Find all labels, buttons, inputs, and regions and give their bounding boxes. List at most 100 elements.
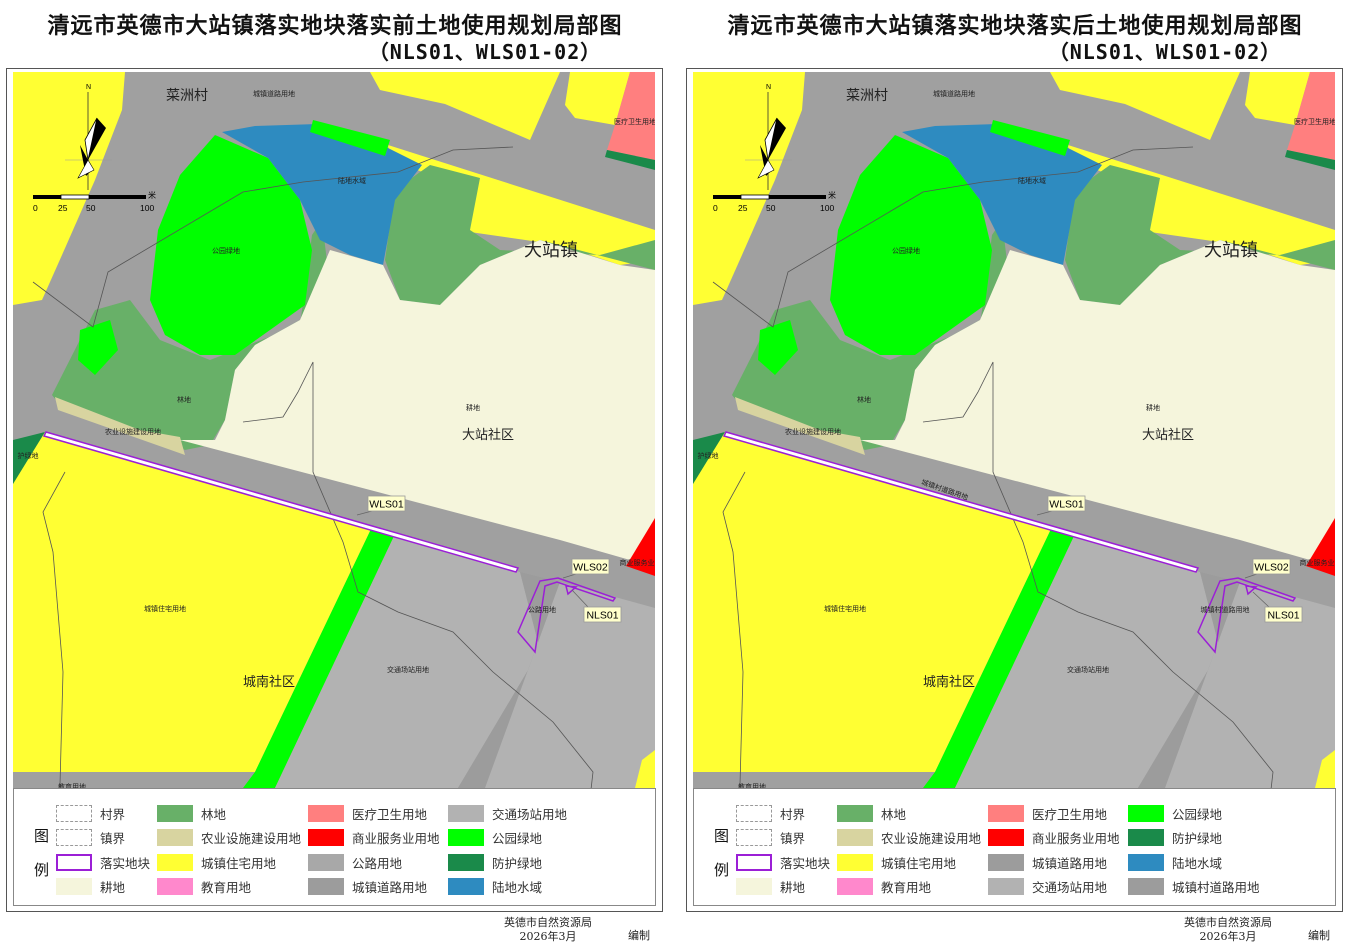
map-label: 医疗卫生用地 [614, 117, 655, 126]
legend-label: 镇界 [780, 831, 806, 846]
legend-label: 医疗卫生用地 [1032, 806, 1108, 822]
legend-swatch [308, 829, 344, 846]
legend-swatch [448, 853, 484, 871]
water-parcel [222, 124, 422, 265]
commercial-parcel [626, 518, 655, 576]
plot-wls02[interactable] [517, 577, 617, 654]
legend-label: 城镇村道路用地 [1172, 880, 1260, 895]
park-strip [923, 527, 1075, 788]
legend-item: 商业服务业用地 [988, 829, 1120, 847]
legend-label: 教育用地 [201, 880, 252, 895]
legend-swatch [308, 804, 344, 822]
village-boundary [32, 146, 514, 328]
legend-swatch [56, 829, 92, 846]
legend-swatch [448, 829, 484, 846]
callout-label: NLS01 [586, 610, 618, 622]
residential-parcel [693, 432, 1052, 772]
map-label: 公园绿地 [212, 246, 240, 255]
scale-unit: 米 [148, 190, 156, 200]
legend-title-char: 例 [34, 861, 50, 879]
footer-date: 2026年3月 [519, 930, 577, 943]
legend-item: 镇界 [736, 829, 805, 847]
transport-station-parcel [955, 534, 1220, 788]
residential-parcel [1050, 72, 1240, 140]
callout-wls02[interactable]: WLS02 [562, 558, 610, 579]
legend-item: 防护绿地 [1128, 829, 1222, 847]
scale-tick: 25 [58, 203, 68, 213]
map-label: 大站社区 [462, 427, 514, 443]
park-parcel [150, 135, 312, 355]
park-parcel [310, 120, 390, 156]
map-label: 陆地水域 [338, 176, 366, 185]
legend-label: 村界 [780, 806, 806, 822]
legend-label: 耕地 [100, 880, 126, 895]
scale-tick: 100 [140, 203, 154, 213]
callout-label: WLS01 [1049, 499, 1084, 511]
water-parcel [902, 124, 1102, 265]
footer-org-date: 英德市自然资源局 2026年3月 [1178, 916, 1278, 944]
legend-item: 林地 [837, 804, 906, 822]
plot-nls01[interactable] [1245, 585, 1258, 596]
legend-item: 镇界 [56, 829, 125, 847]
legend-item: 村界 [736, 804, 805, 822]
road-strip [1138, 572, 1240, 788]
callout-label: NLS01 [1267, 610, 1299, 622]
footer-org: 英德市自然资源局 [1184, 916, 1272, 929]
map-label: 菜洲村 [166, 88, 208, 104]
legend-label: 城镇道路用地 [352, 880, 428, 895]
map-label: 城镇道路用地 [253, 89, 295, 98]
transport-station-parcel [485, 582, 655, 788]
town-boundary [242, 361, 594, 788]
footer-org-date: 英德市自然资源局 2026年3月 [498, 916, 598, 944]
plot-wls01[interactable] [42, 431, 520, 573]
map-label: 教育用地 [738, 782, 766, 788]
residential-parcel [13, 432, 372, 772]
map-label: 农业设施建设用地 [105, 427, 161, 436]
legend-item: 落实地块 [736, 853, 830, 871]
legend-label: 防护绿地 [492, 855, 543, 871]
legend-label: 交通场站用地 [1032, 880, 1108, 895]
residential-parcel [565, 72, 630, 125]
callout-wls02[interactable]: WLS02 [1244, 558, 1291, 579]
legend-label: 城镇住宅用地 [881, 855, 957, 871]
legend-label: 公园绿地 [1172, 806, 1223, 822]
legend-item: 陆地水域 [448, 878, 542, 896]
legend-swatch [837, 853, 873, 871]
map-label: 城镇住宅用地 [824, 604, 866, 613]
legend-item: 城镇道路用地 [988, 853, 1107, 871]
callout-wls01[interactable]: WLS01 [356, 495, 406, 516]
legend-item: 耕地 [56, 878, 125, 896]
scale-tick: 0 [33, 203, 38, 213]
map-title: 清远市英德市大站镇落实地块落实后土地使用规划局部图 [727, 14, 1303, 39]
callout-nls01[interactable]: NLS01 [571, 589, 622, 623]
road-strip [458, 572, 560, 788]
forest-parcel [385, 165, 655, 305]
forest-parcel [1065, 165, 1335, 305]
legend-label: 商业服务业用地 [352, 831, 440, 846]
legend-item: 林地 [157, 804, 226, 822]
map-panel-before: 清远市英德市大站镇落实地块落实前土地使用规划局部图 （NLS01、WLS01-0… [0, 0, 670, 947]
legend-label: 交通场站用地 [492, 806, 568, 822]
plot-wls02[interactable] [1197, 577, 1297, 654]
legend-swatch [448, 804, 484, 822]
map-subtitle: （NLS01、WLS01-02） [368, 40, 602, 64]
legend-item: 耕地 [736, 878, 805, 896]
legend-item: 城镇道路用地 [308, 878, 427, 896]
legend-label: 城镇道路用地 [1032, 855, 1108, 871]
legend-item: 公园绿地 [1128, 804, 1222, 822]
callout-wls01[interactable]: WLS01 [1036, 495, 1086, 516]
callout-nls01[interactable]: NLS01 [1252, 591, 1303, 623]
park-parcel [990, 120, 1070, 156]
legend: 图例 村界 镇界 落实地块 耕地 林地 农业设施建设用地 城镇住宅用地 教育用地 医疗卫生用地 商业… [693, 788, 1336, 906]
footer-compiled: 编制 [628, 929, 650, 942]
commercial-parcel [1306, 518, 1335, 576]
plot-wls01[interactable] [722, 431, 1200, 573]
park-parcel [830, 135, 992, 355]
legend-label: 公园绿地 [492, 831, 543, 846]
residential-parcel [1315, 750, 1335, 788]
legend-label: 林地 [881, 806, 907, 822]
legend-label: 陆地水域 [492, 880, 543, 895]
legend-swatch [988, 853, 1024, 871]
